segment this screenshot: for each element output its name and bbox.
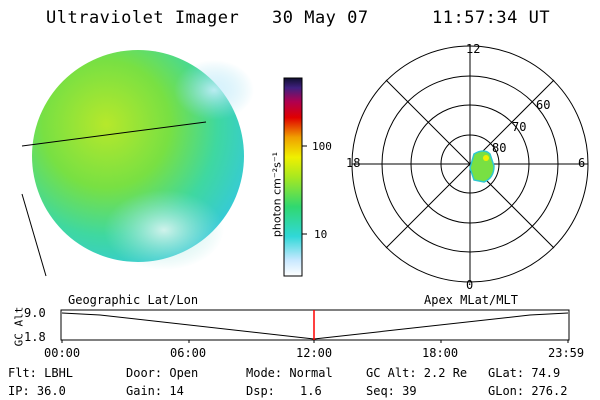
info-gcalt: GC Alt: 2.2 Re xyxy=(366,366,468,380)
info-ip: IP: 36.0 xyxy=(8,384,66,398)
altitude-frame xyxy=(60,309,570,341)
geographic-label: Geographic Lat/Lon xyxy=(68,293,199,307)
mlt-label-6: 6 xyxy=(578,156,586,170)
mlt-label-18: 18 xyxy=(346,156,361,170)
meridian-diag-2 xyxy=(385,79,555,249)
info-flt: Flt: LBHL xyxy=(8,366,74,380)
time-label: 11:57:34 UT xyxy=(432,8,551,28)
date-label: 30 May 07 xyxy=(272,8,369,28)
uv-disk-image xyxy=(21,50,254,277)
limb-marker-line xyxy=(21,193,47,277)
pale-region-upper xyxy=(174,60,254,120)
auroral-hotspot xyxy=(483,155,489,161)
info-mode: Mode: Normal xyxy=(246,366,333,380)
terminator-line xyxy=(21,121,207,147)
time-label-2359: 23:59 xyxy=(548,346,585,360)
auroral-patch xyxy=(469,150,495,183)
info-glon: GLon: 276.2 xyxy=(488,384,568,398)
time-label-1200: 12:00 xyxy=(296,346,333,360)
colorbar-label-100: 100 xyxy=(312,140,332,153)
time-label-0600: 06:00 xyxy=(170,346,207,360)
time-label-1800: 18:00 xyxy=(422,346,459,360)
lat-label-80: 80 xyxy=(492,141,507,155)
info-gain: Gain: 14 xyxy=(126,384,184,398)
pale-region-lower xyxy=(104,190,224,270)
colorbar-label-10: 10 xyxy=(314,228,328,241)
apex-label: Apex MLat/MLT xyxy=(424,293,518,307)
altitude-trace-panel xyxy=(60,309,570,343)
colorbar xyxy=(283,77,307,277)
y-tick-1.8: 1.8 xyxy=(24,330,46,344)
mlt-label-12: 12 xyxy=(466,42,481,56)
info-glat: GLat: 74.9 xyxy=(488,366,561,380)
info-seq: Seq: 39 xyxy=(366,384,417,398)
polar-dial-plot xyxy=(351,45,589,283)
colorbar-unit-label: photon cm⁻²s⁻¹ xyxy=(270,151,284,238)
info-door: Door: Open xyxy=(126,366,199,380)
colorbar-scale xyxy=(283,77,303,277)
mlt-label-0: 0 xyxy=(466,278,474,292)
lat-label-60: 60 xyxy=(536,98,551,112)
time-label-0000: 00:00 xyxy=(44,346,81,360)
y-tick-9: 9.0 xyxy=(24,306,46,320)
info-dsp-label: Dsp: xyxy=(246,384,275,398)
info-dsp-value: 1.6 xyxy=(300,384,322,398)
lat-label-70: 70 xyxy=(512,120,527,134)
instrument-title: Ultraviolet Imager xyxy=(46,8,240,28)
